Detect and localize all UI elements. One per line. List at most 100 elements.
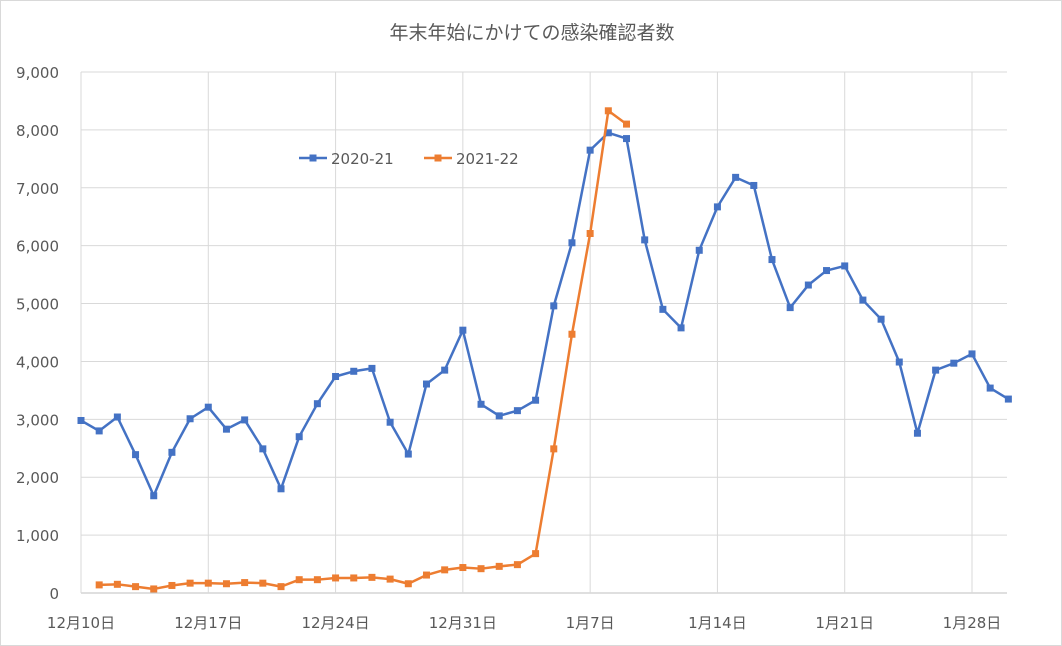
data-point — [659, 305, 667, 313]
chart-title: 年末年始にかけての感染確認者数 — [389, 22, 674, 44]
data-point — [95, 427, 103, 435]
x-tick-label: 1月14日 — [688, 614, 747, 632]
data-point — [277, 485, 285, 493]
data-point — [132, 451, 140, 459]
data-point — [586, 146, 594, 154]
y-tick-label: 3,000 — [16, 411, 59, 429]
data-point — [495, 562, 503, 570]
x-tick-label: 1月21日 — [815, 614, 874, 632]
legend-label: 2021-22 — [456, 150, 519, 168]
data-point — [568, 239, 576, 247]
data-point — [368, 573, 376, 581]
data-point — [168, 581, 176, 589]
data-point — [204, 579, 212, 587]
data-point — [441, 566, 449, 574]
legend: 2020-21 2021-22 — [299, 150, 519, 168]
data-point — [550, 445, 558, 453]
data-point — [259, 579, 267, 587]
data-point — [95, 581, 103, 589]
data-point — [259, 445, 267, 453]
data-point — [77, 416, 85, 424]
data-point — [823, 267, 831, 275]
data-point — [168, 448, 176, 456]
data-point — [404, 450, 412, 458]
data-point — [859, 296, 867, 304]
data-point — [604, 129, 612, 137]
y-tick-label: 5,000 — [16, 296, 59, 314]
data-point — [222, 580, 230, 588]
data-point — [313, 576, 321, 584]
y-tick-label: 2,000 — [16, 469, 59, 487]
data-point — [422, 380, 430, 388]
data-point — [150, 492, 158, 500]
data-point — [586, 230, 594, 238]
legend-marker — [434, 154, 442, 162]
x-tick-label: 12月17日 — [174, 614, 242, 632]
data-point — [477, 400, 485, 408]
data-point — [332, 372, 340, 380]
y-tick-label: 7,000 — [16, 180, 59, 198]
y-tick-label: 9,000 — [16, 64, 59, 82]
data-point — [332, 574, 340, 582]
data-point — [532, 550, 540, 558]
data-point — [641, 236, 649, 244]
data-point — [713, 203, 721, 211]
data-point — [386, 575, 394, 583]
data-point — [132, 583, 140, 591]
data-point — [695, 246, 703, 254]
data-point — [295, 576, 303, 584]
data-point — [241, 416, 249, 424]
data-point — [277, 583, 285, 591]
data-point — [113, 413, 121, 421]
data-point — [313, 400, 321, 408]
series-line — [99, 109, 628, 591]
data-point — [623, 120, 631, 128]
data-point — [768, 256, 776, 264]
data-point — [550, 302, 558, 310]
data-point — [113, 580, 121, 588]
data-point — [532, 396, 540, 404]
data-point — [604, 107, 612, 115]
data-point — [459, 564, 467, 572]
data-point — [386, 418, 394, 426]
data-point — [404, 580, 412, 588]
data-point — [513, 561, 521, 569]
series-2020-21 — [77, 129, 1012, 500]
data-point — [895, 358, 903, 366]
data-point — [204, 403, 212, 411]
data-point — [241, 579, 249, 587]
legend-label: 2020-21 — [331, 150, 394, 168]
series-line — [80, 131, 1010, 497]
y-tick-label: 8,000 — [16, 122, 59, 140]
data-point — [750, 181, 758, 189]
data-point — [350, 367, 358, 375]
y-tick-label: 4,000 — [16, 353, 59, 371]
x-tick-label: 1月28日 — [943, 614, 1002, 632]
series-2021-22 — [95, 107, 631, 593]
data-point — [841, 262, 849, 270]
data-point — [786, 304, 794, 312]
data-point — [623, 135, 631, 143]
series-group — [77, 107, 1012, 593]
data-point — [222, 425, 230, 433]
data-point — [350, 574, 358, 582]
data-point — [932, 366, 940, 374]
data-point — [913, 429, 921, 437]
data-point — [513, 407, 521, 415]
legend-marker — [309, 154, 317, 162]
data-point — [986, 384, 994, 392]
data-point — [804, 281, 812, 289]
data-point — [150, 585, 158, 593]
y-tick-label: 0 — [49, 585, 59, 603]
data-point — [877, 315, 885, 323]
x-tick-label: 12月31日 — [429, 614, 497, 632]
data-point — [295, 433, 303, 441]
data-point — [368, 364, 376, 372]
x-tick-label: 12月10日 — [47, 614, 115, 632]
gridlines — [80, 71, 1007, 594]
y-axis: 0 1,000 2,000 3,000 4,000 5,000 6,000 7,000 8,00… — [16, 64, 59, 603]
data-point — [459, 326, 467, 334]
y-tick-label: 6,000 — [16, 238, 59, 256]
